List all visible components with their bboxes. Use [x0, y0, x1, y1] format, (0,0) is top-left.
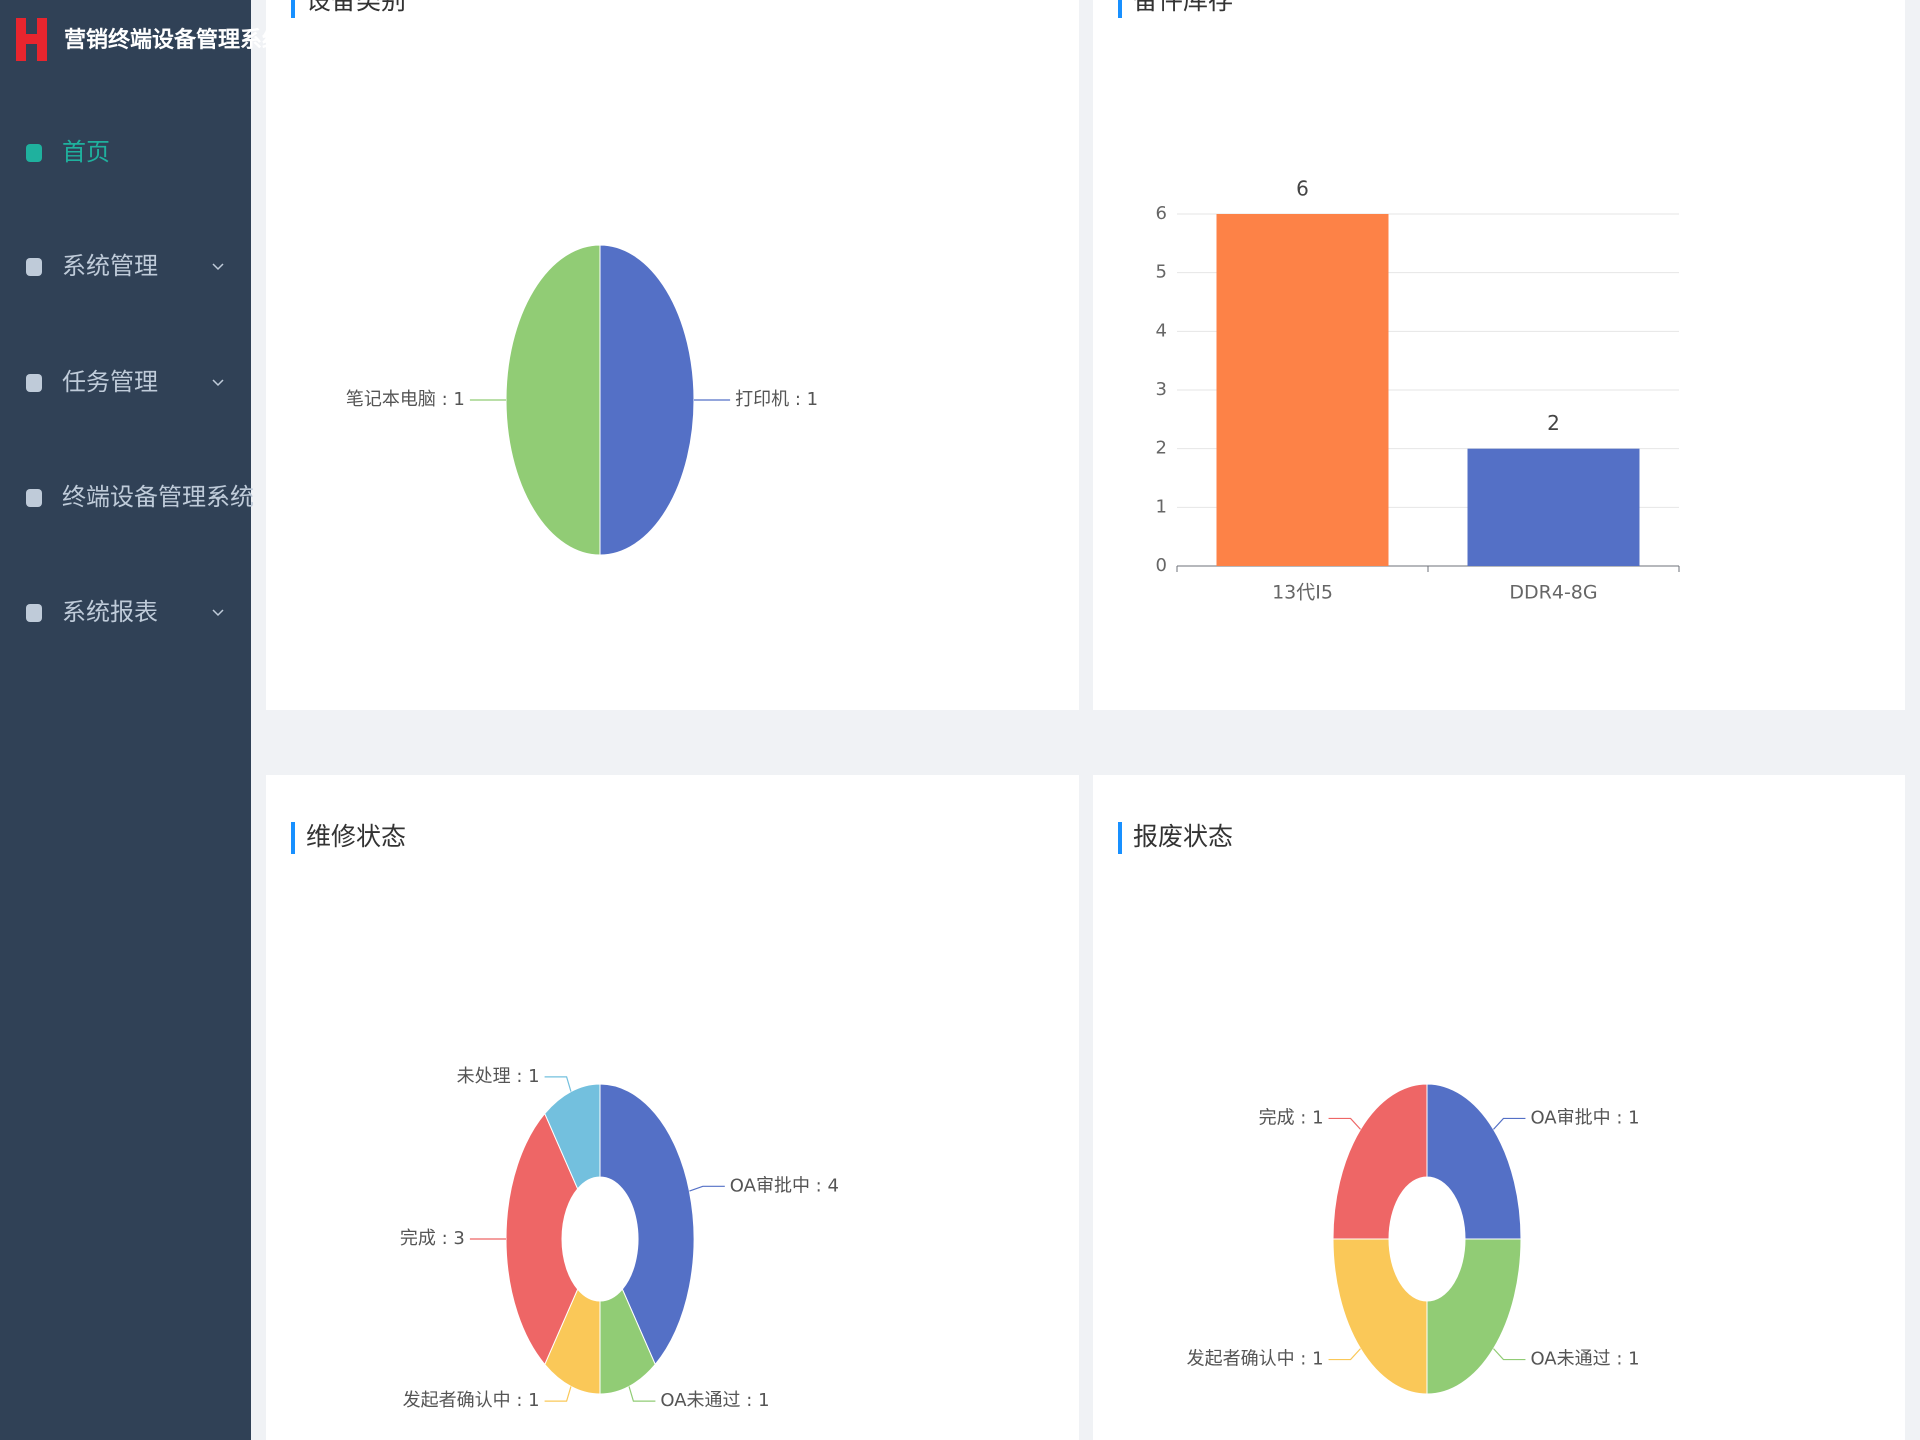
label-line [1328, 1117, 1361, 1130]
bar [1467, 448, 1640, 566]
slice-label: 打印机 : 1 [735, 389, 818, 410]
bar [1216, 214, 1389, 566]
panel-title: 备件库存 [1133, 0, 1233, 15]
panel-title: 报废状态 [1133, 822, 1233, 851]
slice-label: OA未通过 : 1 [1530, 1349, 1639, 1370]
menu-icon [26, 144, 42, 162]
slice-label: OA审批中 : 1 [1530, 1107, 1639, 1128]
y-tick-label: 0 [1156, 555, 1167, 576]
slice [1426, 1238, 1522, 1395]
y-tick-label: 5 [1156, 262, 1167, 283]
slice-label: 完成 : 1 [1259, 1107, 1324, 1128]
panel [1093, 775, 1905, 1440]
title-bar [1118, 0, 1122, 18]
panel [1093, 0, 1905, 710]
menu-arrow [212, 379, 224, 387]
menu-arrow [212, 263, 224, 271]
y-tick-label: 3 [1156, 379, 1167, 400]
menu-label[interactable]: 首页 [62, 138, 110, 166]
label-line [1493, 1348, 1526, 1361]
slice [544, 1083, 601, 1190]
x-tick-label: DDR4-8G [1509, 582, 1597, 604]
slice [1426, 1083, 1522, 1240]
label-line [544, 1386, 572, 1402]
label-line [1328, 1348, 1361, 1361]
slice-label: 笔记本电脑 : 1 [346, 389, 465, 410]
menu-icon [26, 489, 42, 507]
slice-label: 发起者确认中 : 1 [1187, 1349, 1324, 1370]
menu-arrow [212, 609, 224, 617]
y-tick-label: 1 [1156, 496, 1167, 517]
label-line [1493, 1117, 1526, 1130]
x-tick-label: 13代I5 [1272, 582, 1333, 604]
panel-title: 设备类别 [306, 0, 406, 15]
slice [1332, 1238, 1428, 1395]
slice [599, 244, 695, 556]
logo-text: 营销终端设备管理系统 [64, 27, 284, 53]
slice-label: OA未通过 : 1 [660, 1390, 769, 1411]
slice [1332, 1083, 1428, 1240]
sidebar [0, 0, 251, 1440]
logo-icon [16, 18, 47, 61]
slice [505, 1112, 579, 1366]
panel [266, 775, 1079, 1440]
panel-title: 维修状态 [306, 822, 406, 851]
menu-label[interactable]: 系统管理 [62, 252, 158, 280]
y-tick-label: 6 [1156, 203, 1167, 224]
menu-label[interactable]: 系统报表 [62, 598, 158, 626]
label-line [689, 1185, 725, 1192]
slice-label: 发起者确认中 : 1 [403, 1390, 540, 1411]
menu-icon [26, 604, 42, 622]
menu-label[interactable]: 任务管理 [62, 368, 158, 396]
slice-label: OA审批中 : 4 [730, 1175, 839, 1196]
menu-icon [26, 374, 42, 392]
slice [505, 244, 601, 556]
title-bar [291, 0, 295, 18]
title-bar [291, 822, 295, 854]
menu-label[interactable]: 终端设备管理系统 [62, 483, 254, 511]
slice-label: 未处理 : 1 [457, 1066, 540, 1087]
slice [599, 1083, 695, 1366]
y-tick-label: 2 [1156, 438, 1167, 459]
bar-value-label: 6 [1296, 177, 1309, 201]
label-line [544, 1076, 572, 1092]
menu-icon [26, 258, 42, 276]
slice-label: 完成 : 3 [400, 1228, 465, 1249]
y-tick-label: 4 [1156, 320, 1167, 341]
label-line [628, 1386, 656, 1402]
bar-value-label: 2 [1547, 411, 1560, 435]
menu-arrow [212, 494, 224, 502]
title-bar [1118, 822, 1122, 854]
